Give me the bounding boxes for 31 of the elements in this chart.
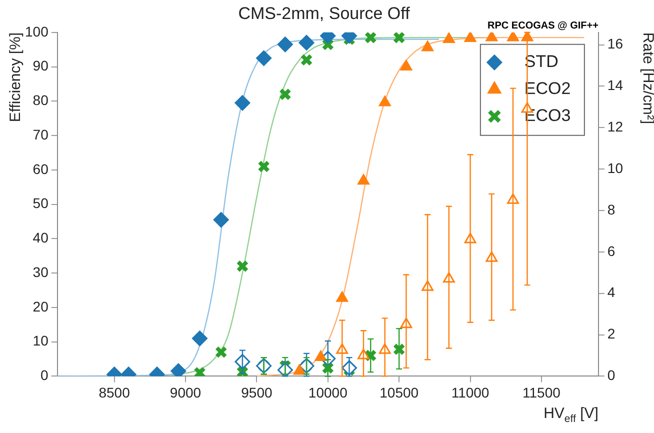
y-tick-label: 40 bbox=[32, 230, 49, 246]
y2-tick-label: 0 bbox=[607, 367, 616, 384]
y2-tick-label: 8 bbox=[607, 201, 616, 218]
y2-tick-label: 14 bbox=[607, 77, 624, 94]
x-tick-label: 11000 bbox=[451, 384, 490, 400]
y-tick-label: 0 bbox=[40, 367, 49, 384]
x-tick-label: 9500 bbox=[241, 384, 272, 400]
y2-tick-label: 10 bbox=[607, 160, 624, 176]
y2-tick-label: 12 bbox=[607, 118, 624, 135]
y2-tick-label: 4 bbox=[607, 284, 616, 300]
x-tick-label: 11500 bbox=[522, 384, 561, 400]
y2-tick-label: 6 bbox=[607, 242, 616, 259]
x-tick-label: 10000 bbox=[308, 384, 348, 400]
y2-tick-label: 2 bbox=[607, 326, 616, 342]
y-tick-label: 10 bbox=[32, 332, 49, 349]
y-tick-label: 60 bbox=[32, 160, 49, 177]
y-tick-label: 80 bbox=[32, 92, 49, 108]
text: RPC ECOGAS @ GIF++ bbox=[488, 20, 599, 32]
y-tick-label: 50 bbox=[32, 195, 49, 212]
chart-title: CMS-2mm, Source Off bbox=[238, 4, 410, 23]
y-axis-title: Efficiency [%] bbox=[7, 32, 24, 122]
y-tick-label: 100 bbox=[25, 23, 49, 40]
y2-tick-label: 16 bbox=[607, 36, 624, 52]
y-tick-label: 30 bbox=[32, 264, 49, 280]
x-tick-label: 8500 bbox=[98, 384, 130, 400]
x-tick-label: 9000 bbox=[170, 384, 202, 400]
y-tick-label: 70 bbox=[32, 126, 49, 142]
y-tick-label: 20 bbox=[32, 298, 49, 314]
y-tick-label: 90 bbox=[32, 58, 49, 74]
y2-axis-title: Rate [Hz/cm²] bbox=[639, 32, 654, 124]
x-tick-label: 10500 bbox=[380, 384, 419, 400]
